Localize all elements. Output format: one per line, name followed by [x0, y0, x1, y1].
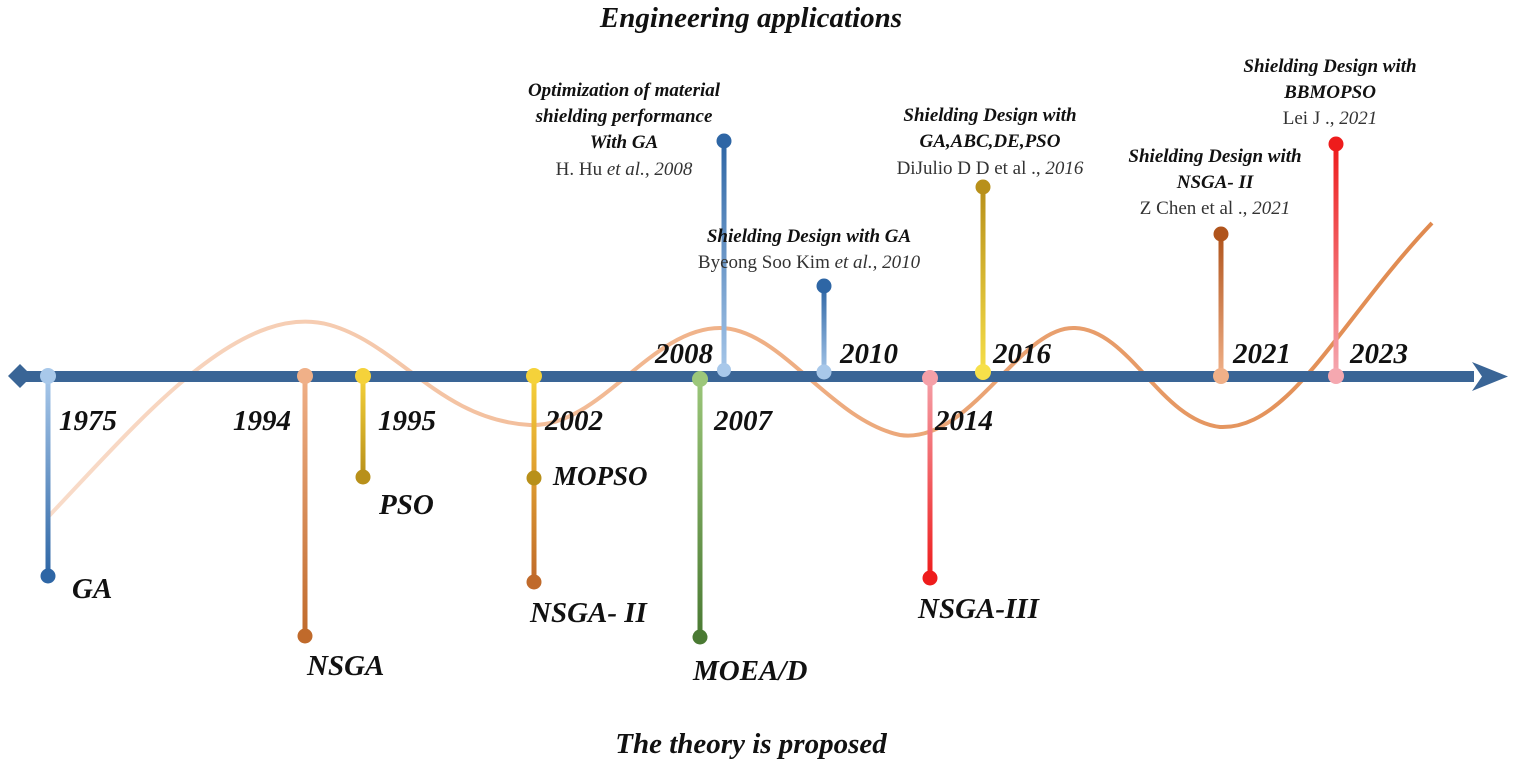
year-label: 2002	[544, 405, 603, 437]
axis-node	[922, 370, 938, 386]
citation: Byeong Soo Kim et al., 2010	[698, 252, 921, 273]
algorithm-label-nsga2: NSGA- II	[529, 597, 649, 629]
axis-node	[816, 364, 832, 380]
citation: Lei J ., 2021	[1283, 108, 1377, 129]
end-node	[692, 629, 708, 645]
citation: DiJulio D D et al ., 2016	[897, 158, 1084, 179]
end-node	[526, 574, 542, 590]
algorithm-label: NSGA-III	[917, 593, 1041, 625]
stem	[360, 376, 366, 477]
top-title: Engineering applications	[599, 2, 902, 34]
axis-node	[40, 368, 56, 384]
year-label: 2016	[992, 338, 1052, 370]
year-label: 2021	[1232, 338, 1291, 370]
stem	[1218, 234, 1224, 376]
algorithm-label: GA	[72, 573, 112, 605]
citation: Z Chen et al ., 2021	[1140, 198, 1290, 219]
end-node	[355, 469, 371, 485]
stem	[980, 187, 986, 376]
app-title-line-2: NSGA- II	[1176, 172, 1254, 193]
app-title-line-3: With GA	[590, 132, 658, 153]
end-node	[297, 628, 313, 644]
axis-node	[717, 363, 731, 377]
theory-nsga3: 2014 NSGA-III	[917, 370, 1041, 625]
end-node	[975, 179, 991, 195]
algorithm-label: PSO	[378, 489, 434, 521]
app-title-line-1: Shielding Design with	[903, 105, 1076, 126]
wave-curve	[46, 221, 1434, 519]
stem	[302, 376, 308, 636]
axis-node	[1213, 368, 1229, 384]
theory-ga: 1975 GA	[40, 368, 117, 605]
stem	[1333, 144, 1339, 376]
citation: H. Hu et al., 2008	[556, 159, 693, 180]
end-node	[40, 568, 56, 584]
year-label: 1975	[59, 405, 117, 437]
app-title-line-1: Optimization of material	[528, 80, 721, 101]
axis-node	[526, 368, 542, 384]
axis-node	[355, 368, 371, 384]
stem	[697, 376, 703, 637]
stem	[927, 376, 933, 578]
axis-node	[692, 371, 708, 387]
axis-node	[297, 368, 313, 384]
theory-moead: 2007 MOEA/D	[692, 371, 807, 687]
algorithm-label: MOEA/D	[692, 655, 807, 687]
application-2021: 2021 Shielding Design with NSGA- II Z Ch…	[1128, 146, 1302, 384]
application-2016: 2016 Shielding Design with GA,ABC,DE,PSO…	[897, 105, 1084, 380]
app-title-line-2: GA,ABC,DE,PSO	[920, 131, 1061, 152]
timeline-axis	[14, 371, 1474, 382]
algorithm-label: NSGA	[306, 650, 384, 682]
algorithm-label-mopso: MOPSO	[552, 461, 648, 491]
application-2010: 2010 Shielding Design with GA Byeong Soo…	[698, 226, 921, 380]
app-title-line-2: BBMOPSO	[1283, 82, 1376, 103]
stem	[45, 376, 51, 576]
year-label: 2023	[1349, 338, 1408, 370]
theory-pso: 1995 PSO	[355, 368, 436, 521]
axis-start-diamond	[8, 364, 32, 388]
year-label: 2007	[713, 405, 774, 437]
app-title-line-1: Shielding Design with	[1128, 146, 1301, 167]
end-node	[716, 133, 732, 149]
theory-2002: 2002 MOPSO NSGA- II	[526, 368, 649, 629]
app-title-line-1: Shielding Design with	[1243, 56, 1416, 77]
app-title-line-1: Shielding Design with GA	[707, 226, 911, 247]
year-label: 1994	[233, 405, 291, 437]
end-node	[816, 278, 832, 294]
mid-node	[526, 470, 542, 486]
bottom-title: The theory is proposed	[615, 728, 887, 760]
stem	[721, 141, 727, 376]
year-label: 2008	[654, 338, 714, 370]
year-label: 2010	[839, 338, 898, 370]
end-node	[1213, 226, 1229, 242]
end-node	[1328, 136, 1344, 152]
stem	[821, 286, 827, 376]
theory-nsga: 1994 NSGA	[233, 368, 384, 682]
end-node	[922, 570, 938, 586]
application-2023: 2023 Shielding Design with BBMOPSO Lei J…	[1243, 56, 1417, 384]
year-label: 2014	[934, 405, 993, 437]
year-label: 1995	[378, 405, 436, 437]
application-2008: 2008 Optimization of material shielding …	[528, 80, 732, 377]
axis-node	[975, 364, 991, 380]
app-title-line-2: shielding performance	[535, 106, 713, 127]
axis-arrowhead	[1472, 362, 1508, 391]
axis-node	[1328, 368, 1344, 384]
